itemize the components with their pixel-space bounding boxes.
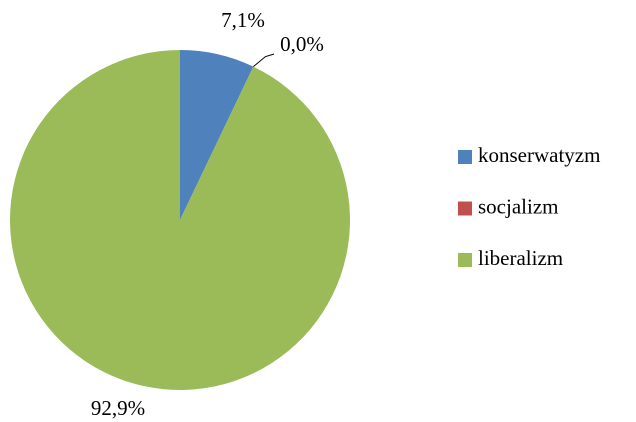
legend-swatch (458, 150, 472, 164)
pie-slice (180, 66, 254, 220)
legend-label: socjalizm (478, 194, 558, 218)
legend-label: liberalizm (478, 246, 563, 270)
pie-slice (180, 50, 254, 220)
legend-swatch (458, 253, 472, 267)
data-label: 0,0% (280, 32, 324, 56)
pie-slice (10, 50, 351, 391)
leader-line (253, 53, 275, 68)
legend-label: konserwatyzm (478, 143, 600, 167)
data-label: 92,9% (91, 396, 145, 420)
data-label: 7,1% (221, 8, 265, 32)
legend-swatch (458, 201, 472, 216)
